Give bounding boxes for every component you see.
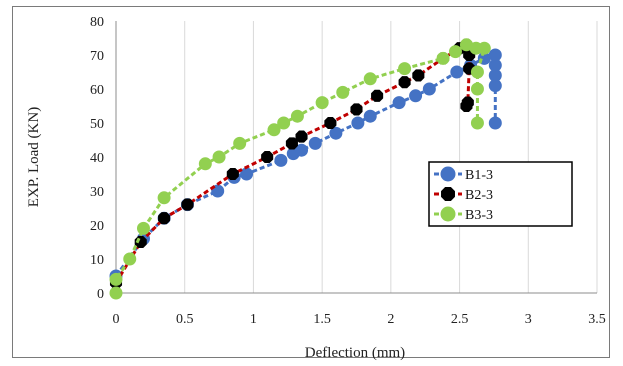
data-point — [351, 116, 365, 130]
data-point — [398, 76, 411, 89]
legend-marker — [440, 206, 456, 222]
legend-marker — [440, 166, 456, 182]
data-point — [109, 286, 123, 300]
data-point — [109, 272, 123, 286]
data-point — [181, 198, 194, 211]
y-tick-label: 40 — [90, 151, 104, 166]
data-point — [198, 157, 212, 171]
data-point — [329, 126, 343, 140]
x-tick-label: 3.5 — [588, 312, 606, 327]
data-point — [274, 153, 288, 167]
data-point — [290, 109, 304, 123]
legend-item-B3-3: B3-3 — [434, 206, 493, 223]
data-point — [436, 51, 450, 65]
x-tick-label: 0.5 — [176, 312, 194, 327]
legend-item-B2-3: B2-3 — [434, 187, 493, 203]
data-point — [267, 123, 281, 137]
series-B3-3 — [109, 38, 491, 300]
legend-marker — [441, 187, 455, 201]
y-tick-label: 20 — [90, 219, 104, 234]
data-point — [371, 89, 384, 102]
series-line-B2-3 — [114, 42, 471, 284]
data-point — [240, 167, 254, 181]
data-point — [157, 191, 171, 205]
data-point — [308, 136, 322, 150]
data-point — [470, 65, 484, 79]
y-tick-label: 30 — [90, 185, 104, 200]
data-point — [226, 167, 239, 181]
data-point — [212, 150, 226, 164]
y-axis-title: EXP. Load (KN) — [26, 107, 42, 207]
x-axis-title: Deflection (mm) — [305, 345, 405, 361]
data-point — [422, 82, 436, 96]
data-point — [470, 116, 484, 130]
data-point — [409, 89, 423, 103]
x-tick-label: 3 — [525, 312, 532, 327]
data-point — [233, 136, 247, 150]
data-point — [363, 109, 377, 123]
data-point — [398, 62, 412, 76]
y-tick-label: 50 — [90, 117, 104, 132]
x-tick-label: 2.5 — [451, 312, 469, 327]
data-point — [324, 116, 337, 130]
data-point — [158, 212, 171, 225]
legend-item-B1-3: B1-3 — [434, 166, 493, 183]
series-B2-3 — [109, 38, 476, 289]
legend-label: B2-3 — [465, 188, 493, 203]
data-point — [123, 252, 137, 266]
data-point — [315, 96, 329, 110]
data-point — [488, 79, 502, 93]
y-tick-label: 70 — [90, 49, 104, 64]
y-tick-label: 10 — [90, 253, 104, 268]
data-point — [261, 150, 274, 164]
x-tick-label: 1 — [250, 312, 257, 327]
data-point — [136, 221, 150, 235]
grid-lines — [184, 21, 598, 293]
series-group — [109, 38, 502, 300]
tick-labels: 0 0.5 1 1.5 2 2.5 3 3.5 0 10 20 30 40 50 60 70 80 — [90, 15, 606, 327]
x-tick-label: 0 — [113, 312, 120, 327]
data-point — [285, 137, 298, 150]
data-point — [412, 69, 425, 82]
data-point — [277, 116, 291, 130]
x-tick-label: 2 — [387, 312, 394, 327]
data-point — [363, 72, 377, 86]
legend-label: B3-3 — [465, 208, 493, 223]
data-point — [477, 41, 491, 55]
y-tick-label: 0 — [97, 287, 104, 302]
data-point — [336, 85, 350, 99]
legend-label: B1-3 — [465, 168, 493, 183]
data-point — [460, 99, 473, 113]
x-tick-label: 1.5 — [313, 312, 331, 327]
y-tick-label: 80 — [90, 15, 104, 30]
axes — [115, 21, 597, 294]
data-point — [392, 96, 406, 110]
legend: B1-3 B2-3 B3-3 — [428, 161, 573, 227]
y-tick-label: 60 — [90, 83, 104, 98]
data-point — [350, 103, 363, 116]
data-point — [488, 116, 502, 130]
data-point — [450, 65, 464, 79]
data-point — [470, 82, 484, 96]
data-point — [448, 45, 462, 59]
data-point — [295, 130, 308, 143]
data-point — [295, 143, 309, 157]
series-line-B3-3 — [114, 43, 487, 293]
